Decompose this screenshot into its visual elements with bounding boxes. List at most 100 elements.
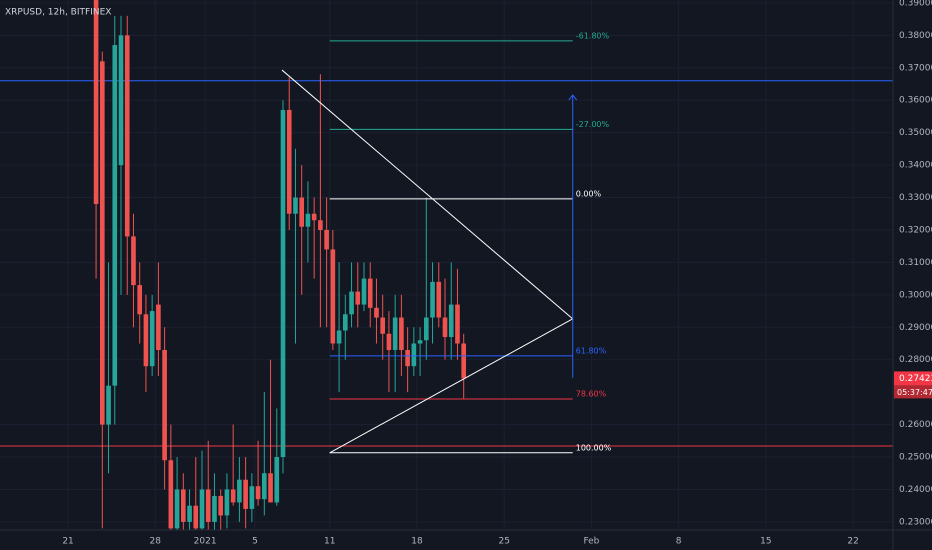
x-tick-label: 18	[411, 537, 423, 547]
candle-body	[305, 213, 311, 227]
candle-body	[174, 489, 180, 529]
candle-body	[118, 35, 124, 166]
countdown-tag	[894, 385, 932, 399]
y-tick-label: 0.23000	[899, 517, 932, 527]
candle-body	[374, 307, 379, 318]
candle-body	[187, 505, 192, 522]
candle-body	[199, 489, 205, 529]
candle-body	[193, 505, 199, 529]
candle-body	[430, 281, 435, 318]
x-tick-label: 5	[252, 537, 258, 547]
chart-title: XRPUSD, 12h, BITFINEX	[5, 8, 111, 18]
candle-body	[230, 489, 236, 503]
candle-body	[336, 330, 342, 344]
candle-body	[355, 291, 361, 305]
candle-body	[249, 486, 255, 509]
candle-body	[268, 473, 273, 503]
candle-body	[311, 213, 317, 221]
candle-body	[442, 317, 448, 338]
candle-body	[380, 317, 386, 334]
x-tick-label: Feb	[583, 537, 599, 547]
candle-body	[367, 278, 373, 308]
candle-body	[280, 109, 286, 458]
candle-body	[255, 486, 261, 500]
fib-label: 61.80%	[576, 346, 607, 355]
candle-body	[149, 311, 155, 367]
candle-body	[180, 489, 186, 522]
candle-body	[124, 35, 130, 237]
candle-body	[224, 489, 230, 516]
candle-body	[448, 304, 454, 338]
candle-body	[93, 0, 99, 205]
fib-label: 100.00%	[576, 443, 612, 452]
plot-area: -61.80% -27.00% 0.00% 61.80% 78.60% 100.00%	[0, 0, 893, 530]
x-tick-label: 15	[760, 537, 771, 547]
candle-body	[243, 479, 248, 509]
candle-body	[131, 236, 136, 286]
arrow-head	[568, 94, 578, 101]
candle-body	[137, 285, 143, 315]
countdown-label: 05:37:47	[897, 388, 932, 397]
candle-body	[143, 314, 149, 367]
candle-body	[156, 304, 161, 350]
x-tick-label: 28	[150, 537, 162, 547]
candle-body	[405, 349, 410, 367]
candle-body	[237, 479, 242, 503]
x-tick-label: 2021	[194, 537, 217, 547]
candle-body	[361, 278, 367, 305]
candle-body	[212, 495, 217, 522]
candle-body	[330, 249, 336, 344]
candle-body	[324, 229, 329, 250]
candle-body	[106, 385, 111, 425]
x-tick-label: 22	[847, 537, 858, 547]
candle-body	[436, 281, 442, 318]
trend-line	[281, 69, 574, 320]
candle-body	[423, 317, 429, 341]
last-price-tag	[894, 371, 932, 386]
candle-body	[218, 495, 224, 516]
candle-body	[461, 343, 467, 379]
candle-body	[411, 343, 417, 367]
candle-body	[318, 220, 323, 230]
last-price-label: 0.27423	[899, 374, 932, 384]
x-tick-label: 25	[498, 537, 509, 547]
candle-body	[293, 197, 298, 214]
candle-body	[349, 291, 354, 315]
candle-body	[299, 197, 305, 227]
candle-body	[274, 457, 280, 503]
candle-body	[162, 349, 167, 461]
candle-body	[99, 61, 105, 425]
x-tick-label: 8	[676, 537, 682, 547]
fib-label: -27.00%	[576, 120, 610, 129]
x-tick-label: 11	[324, 537, 335, 547]
candle-body	[386, 333, 392, 350]
candle-body	[261, 473, 267, 500]
candle-body	[168, 460, 174, 529]
candle-body	[205, 489, 211, 522]
candle-body	[112, 45, 118, 386]
candle-body	[392, 317, 398, 350]
trend-line	[329, 318, 573, 454]
candle-body	[342, 314, 348, 331]
candle-body	[417, 340, 423, 344]
fib-label: 78.60%	[576, 389, 607, 398]
candle-body	[286, 109, 292, 214]
fib-label: 0.00%	[576, 189, 602, 198]
